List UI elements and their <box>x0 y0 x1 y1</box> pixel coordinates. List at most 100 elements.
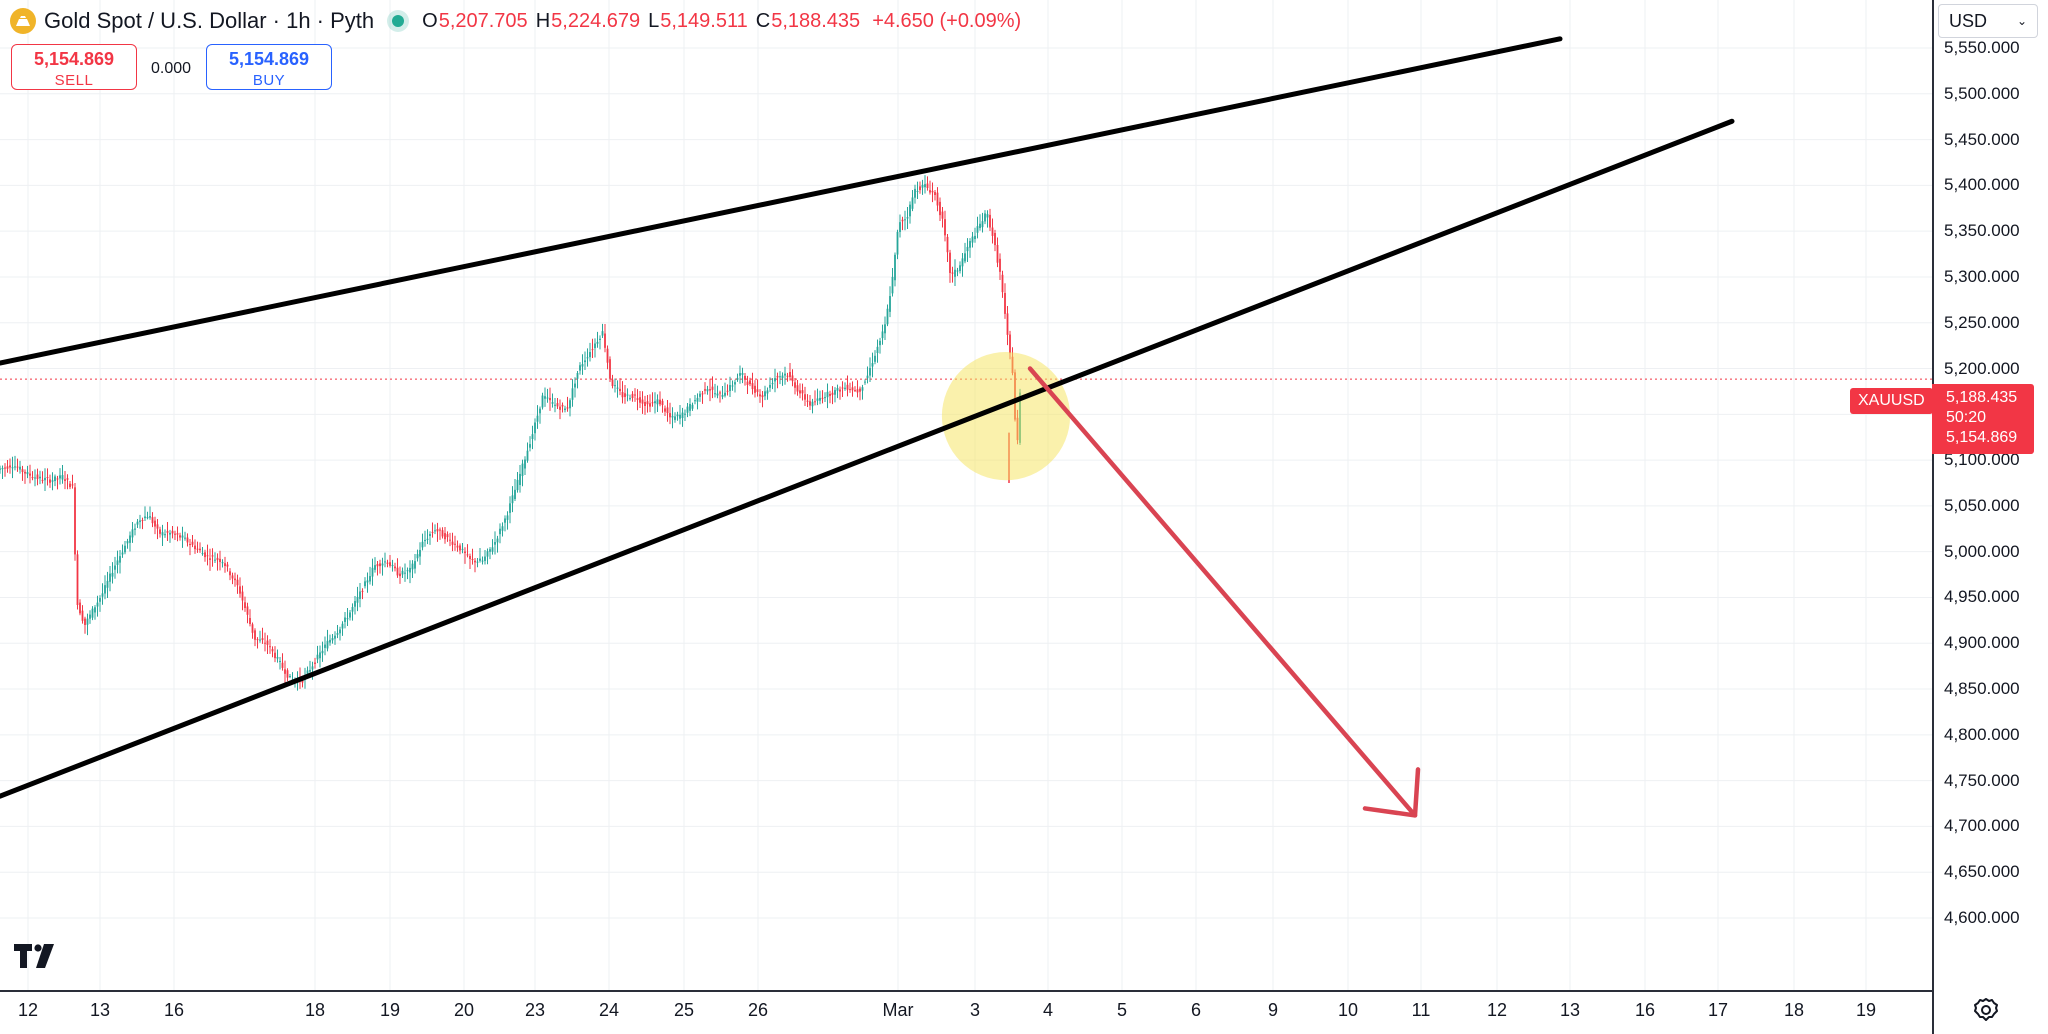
candle-body <box>621 392 624 398</box>
candle-body <box>204 552 206 558</box>
candle-body <box>406 570 409 572</box>
tradingview-logo-icon[interactable] <box>14 944 60 973</box>
candle-body <box>904 219 906 221</box>
candle-body <box>809 401 811 406</box>
candle-body <box>921 184 924 188</box>
candle-body <box>871 363 874 367</box>
candle-body <box>159 529 161 534</box>
candle-body <box>104 585 106 594</box>
sell-button[interactable]: 5,154.869 SELL <box>11 44 137 90</box>
time-tick-label: 3 <box>969 1000 981 1020</box>
candle-body <box>579 365 581 371</box>
candle-body <box>181 535 184 538</box>
candle-body <box>906 217 909 219</box>
candle-body <box>981 221 984 228</box>
candle-body <box>729 385 731 392</box>
candle-body <box>214 559 216 561</box>
candle-body <box>699 393 701 397</box>
candle-body <box>6 466 9 469</box>
candle-body <box>924 184 926 188</box>
candle-body <box>89 614 91 619</box>
candle-body <box>316 654 319 660</box>
candle-body <box>631 393 634 399</box>
candle-body <box>749 380 751 385</box>
candle-body <box>131 529 134 538</box>
currency-select[interactable]: USD ⌄ <box>1938 4 2038 38</box>
price-change: +4.650 (+0.09%) <box>872 9 1022 32</box>
candle-body <box>979 223 981 229</box>
candle-body <box>994 233 996 246</box>
candle-body <box>841 387 844 389</box>
market-open-dot-icon <box>392 15 405 27</box>
candle-body <box>381 563 384 566</box>
candle-body <box>769 384 771 388</box>
candle-body <box>229 571 231 576</box>
candle-body <box>674 416 676 420</box>
candle-body <box>211 555 214 557</box>
candle-body <box>334 635 336 639</box>
price-tick-label: 5,200.000 <box>1944 358 2020 378</box>
candle-body <box>466 554 469 556</box>
candle-body <box>959 265 961 272</box>
candle-body <box>576 373 579 379</box>
candle-body <box>799 390 801 394</box>
sell-label: SELL <box>54 72 94 89</box>
candle-body <box>331 638 334 641</box>
candle-body <box>359 591 361 599</box>
buy-price: 5,154.869 <box>228 49 310 69</box>
candle-body <box>36 474 39 479</box>
candle-body <box>99 598 101 602</box>
candle-body <box>996 244 999 263</box>
candle-body <box>624 393 626 397</box>
candle-body <box>411 563 414 570</box>
candle-body <box>846 384 849 390</box>
candle-body <box>461 548 464 550</box>
candle-body <box>999 258 1001 272</box>
candle-body <box>951 272 954 274</box>
candle-body <box>814 401 816 403</box>
candle-body <box>404 572 406 574</box>
candle-body <box>776 375 779 378</box>
gear-icon[interactable] <box>1972 996 2000 1029</box>
candle-body <box>1001 274 1004 293</box>
time-tick-label: 17 <box>1707 1000 1729 1020</box>
price-tick-label: 4,950.000 <box>1944 587 2020 607</box>
candle-body <box>134 528 136 530</box>
candle-body <box>256 639 259 641</box>
candle-body <box>259 639 261 641</box>
candle-body <box>616 387 619 389</box>
candle-body <box>9 465 11 468</box>
candle-body <box>169 532 171 535</box>
buy-button[interactable]: 5,154.869 BUY <box>206 44 332 90</box>
candle-body <box>596 341 599 344</box>
candle-body <box>394 566 396 569</box>
candle-body <box>756 389 759 392</box>
candle-body <box>761 395 764 398</box>
candle-body <box>444 533 446 540</box>
bar-countdown: 50:20 <box>1946 409 1987 426</box>
candle-body <box>26 472 29 475</box>
candle-body <box>1006 313 1009 335</box>
candle-body <box>184 537 186 539</box>
candle-body <box>744 375 746 380</box>
candle-body <box>396 567 399 576</box>
candle-body <box>711 386 714 390</box>
candle-body <box>844 387 846 389</box>
candle-body <box>179 535 181 538</box>
candle-body <box>24 471 26 474</box>
candle-body <box>16 466 19 468</box>
candle-body <box>989 214 991 228</box>
price-chart[interactable] <box>0 0 1932 990</box>
candle-body <box>656 399 659 405</box>
candle-body <box>189 544 191 546</box>
candle-body <box>69 483 71 488</box>
candle-body <box>476 561 479 563</box>
candle-body <box>504 518 506 523</box>
candle-body <box>709 389 711 391</box>
candle-body <box>346 618 349 620</box>
candle-body <box>436 529 439 532</box>
candle-body <box>524 459 526 469</box>
candle-body <box>601 331 604 336</box>
symbol-title[interactable]: Gold Spot / U.S. Dollar · 1h · Pyth <box>44 8 375 33</box>
candle-body <box>879 340 881 346</box>
